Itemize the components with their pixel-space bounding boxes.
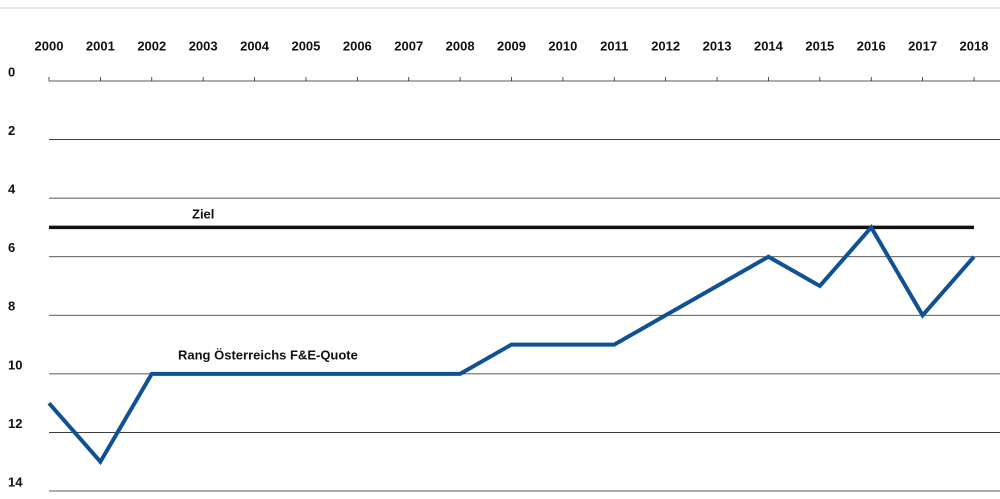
x-tick-label: 2017: [908, 38, 937, 53]
y-tick-label: 6: [8, 240, 15, 255]
x-tick-label: 2007: [394, 38, 423, 53]
x-tick-label: 2005: [291, 38, 320, 53]
x-tick-label: 2006: [343, 38, 372, 53]
x-tick-label: 2016: [857, 38, 886, 53]
x-tick-label: 2009: [497, 38, 526, 53]
x-tick-label: 2004: [240, 38, 270, 53]
x-tick-label: 2011: [600, 38, 628, 53]
series-line: [47, 224, 976, 466]
y-tick-label: 0: [8, 64, 15, 79]
x-tick-label: 2012: [651, 38, 680, 53]
y-tick-label: 12: [8, 416, 22, 431]
x-tick-label: 2001: [86, 38, 115, 53]
series-label: Rang Österreichs F&E-Quote: [178, 347, 358, 362]
y-tick-label: 14: [8, 474, 23, 489]
series-label: Ziel: [192, 206, 214, 221]
y-tick-label: 2: [8, 123, 15, 138]
x-tick-label: 2003: [189, 38, 218, 53]
x-tick-label: 2000: [35, 38, 64, 53]
x-tick-label: 2014: [754, 38, 784, 53]
y-tick-label: 4: [8, 182, 16, 197]
x-tick-label: 2002: [137, 38, 166, 53]
x-tick-label: 2015: [805, 38, 834, 53]
y-tick-label: 8: [8, 299, 15, 314]
x-tick-label: 2018: [960, 38, 989, 53]
x-tick-label: 2013: [703, 38, 732, 53]
x-tick-label: 2010: [548, 38, 577, 53]
x-tick-label: 2008: [446, 38, 475, 53]
y-tick-label: 10: [8, 357, 22, 372]
